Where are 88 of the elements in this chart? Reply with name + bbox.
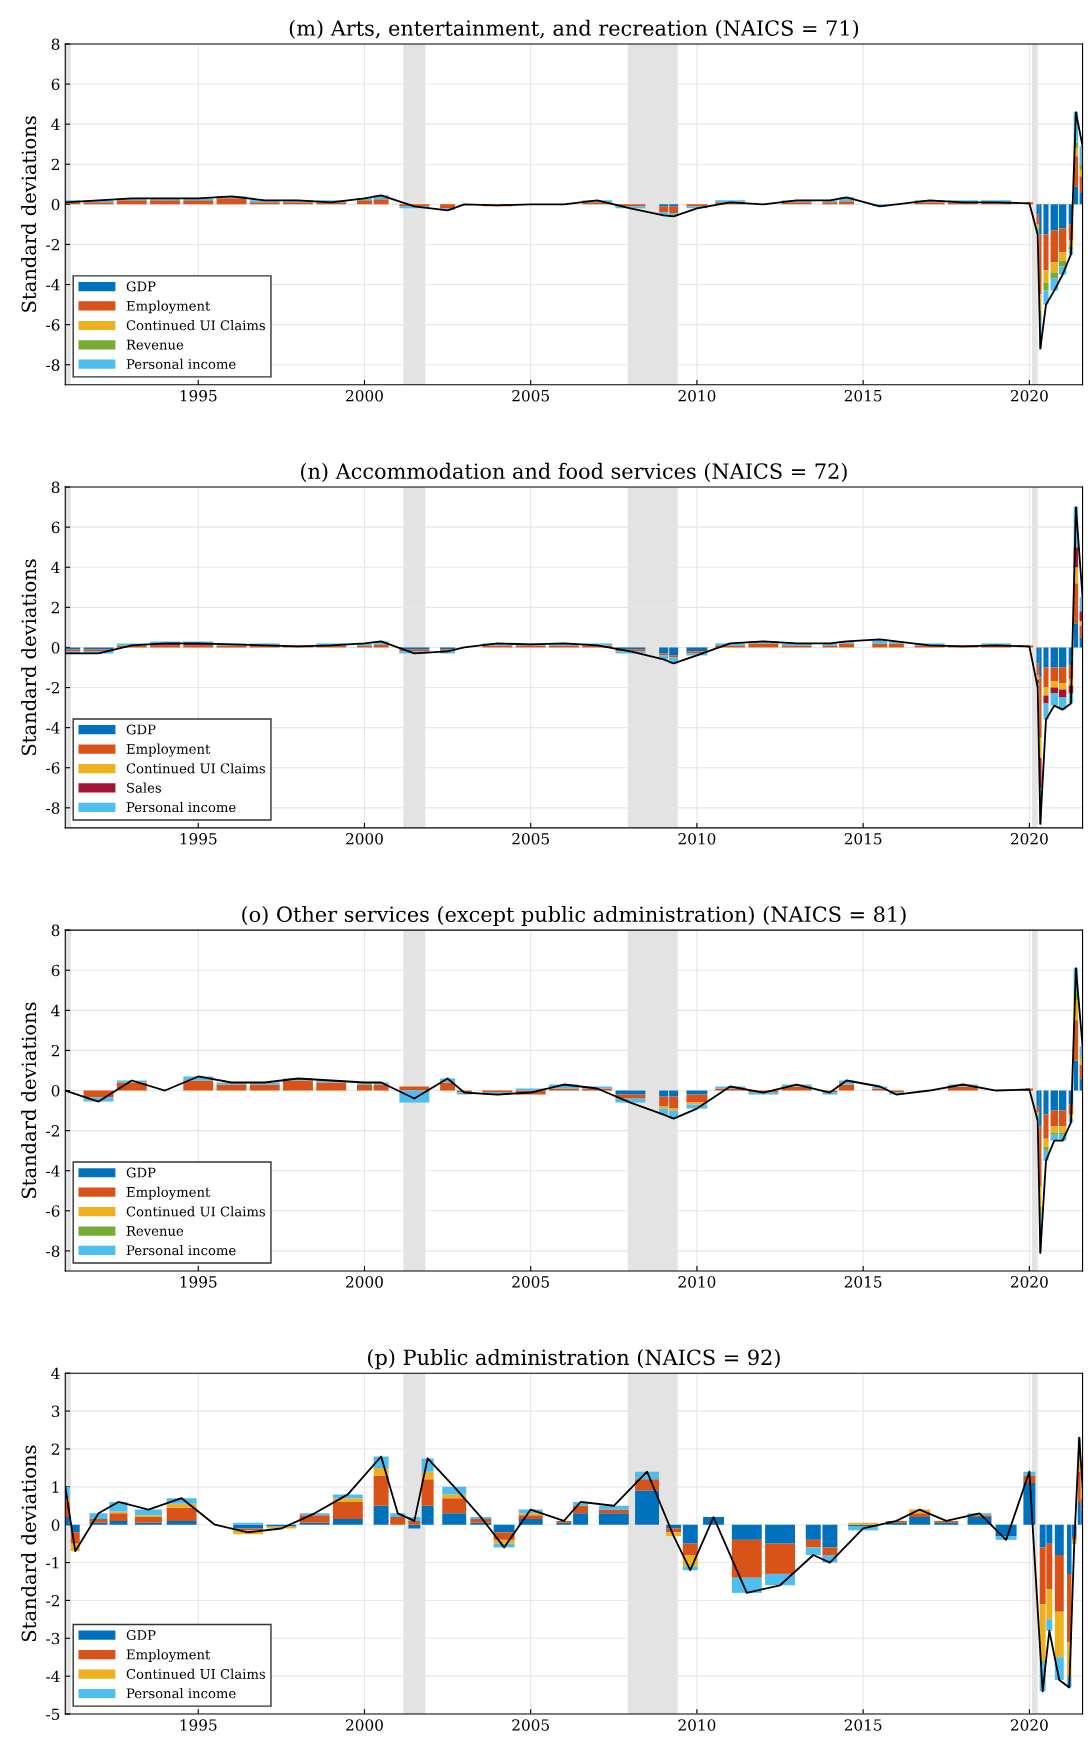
x-tick-label: 2005 — [512, 1276, 549, 1288]
legend-label: Personal income — [126, 801, 236, 813]
y-tick-label: -4 — [46, 1165, 60, 1177]
chart-title: (o) Other services (except public administration) (NAICS = 81) — [242, 905, 906, 927]
legend-label: Revenue — [126, 1226, 184, 1236]
y-tick-label: 8 — [51, 481, 60, 494]
y-tick-label: -2 — [46, 1594, 59, 1607]
x-tick-label: 2015 — [844, 833, 882, 845]
x-tick-label: 2010 — [678, 1719, 716, 1731]
y-tick-label: -4 — [46, 722, 60, 734]
y-tick-label: -1 — [46, 1557, 59, 1569]
x-tick-label: 2000 — [346, 833, 383, 845]
y-tick-label: 2 — [51, 1044, 59, 1057]
y-tick-label: 3 — [51, 1405, 60, 1418]
y-tick-label: -4 — [46, 279, 60, 291]
y-tick-label: 6 — [51, 964, 60, 977]
y-tick-label: -8 — [46, 1245, 60, 1257]
y-tick-label: 0 — [51, 1084, 60, 1097]
chart-title: (m) Arts, entertainment, and recreation (NAICS = 71) — [289, 19, 859, 39]
x-tick-label: 2010 — [678, 833, 716, 845]
legend-label: GDP — [126, 1630, 156, 1641]
legend-label: Continued UI Claims — [126, 1668, 266, 1679]
y-tick-label: -6 — [46, 319, 60, 331]
x-tick-label: 1995 — [180, 1719, 217, 1731]
y-tick-label: 2 — [51, 1443, 59, 1455]
x-tick-label: 1995 — [180, 833, 217, 845]
chart-title: (n) Accommodation and food services (NAICS = 72) — [301, 462, 847, 482]
y-tick-label: -8 — [46, 802, 60, 814]
legend-label: GDP — [126, 724, 156, 735]
x-tick-label: 2020 — [1010, 1719, 1048, 1731]
x-tick-label: 2010 — [678, 1276, 716, 1288]
legend-label: Sales — [127, 782, 161, 793]
x-tick-label: 2000 — [346, 389, 383, 402]
x-tick-label: 2015 — [844, 389, 882, 402]
legend-label: Personal income — [126, 1688, 236, 1699]
y-tick-label: 0 — [51, 641, 60, 654]
x-tick-label: 2020 — [1010, 1276, 1048, 1288]
y-tick-label: 4 — [51, 561, 60, 574]
legend-label: Personal income — [126, 358, 236, 370]
legend-label: Revenue — [126, 339, 184, 350]
y-tick-label: 6 — [51, 78, 60, 91]
x-tick-label: 2020 — [1010, 833, 1048, 845]
y-tick-label: 0 — [51, 198, 60, 211]
y-tick-label: 8 — [51, 924, 60, 937]
y-tick-label: 4 — [51, 1004, 60, 1017]
x-tick-label: 1995 — [180, 389, 217, 402]
y-tick-label: 8 — [51, 38, 60, 50]
x-tick-label: 2005 — [512, 389, 549, 402]
legend-label: Personal income — [126, 1245, 236, 1256]
x-tick-label: 2010 — [678, 389, 716, 402]
y-tick-label: -6 — [46, 762, 60, 774]
y-tick-label: 2 — [51, 601, 59, 614]
x-tick-label: 1995 — [180, 1276, 217, 1288]
y-tick-label: 4 — [51, 118, 60, 130]
y-tick-label: -2 — [46, 1125, 59, 1137]
y-axis-title: Standard deviations — [21, 559, 37, 755]
y-tick-label: -5 — [46, 1708, 60, 1721]
y-axis-title: Standard deviations — [21, 116, 37, 312]
x-tick-label: 2020 — [1010, 389, 1048, 402]
y-tick-label: -2 — [46, 682, 59, 694]
y-axis-title: Standard deviations — [21, 1445, 37, 1642]
y-tick-label: -8 — [46, 359, 60, 371]
legend-label: Employment — [126, 1649, 211, 1663]
legend-label: Continued UI Claims — [126, 1206, 266, 1217]
x-tick-label: 2000 — [346, 1276, 383, 1288]
y-tick-label: -3 — [46, 1632, 60, 1645]
y-tick-label: -6 — [46, 1205, 60, 1217]
legend-label: Continued UI Claims — [126, 320, 266, 331]
legend-label: Employment — [126, 300, 211, 314]
legend-label: Employment — [126, 743, 211, 757]
x-tick-label: 2005 — [512, 833, 549, 845]
y-tick-label: 2 — [51, 158, 59, 171]
y-axis-title: Standard deviations — [21, 1002, 37, 1199]
y-tick-label: 1 — [52, 1481, 59, 1493]
x-tick-label: 2000 — [346, 1719, 383, 1731]
x-tick-label: 2015 — [844, 1276, 882, 1288]
x-tick-label: 2005 — [512, 1719, 549, 1731]
y-tick-label: 4 — [51, 1367, 60, 1380]
legend-label: Continued UI Claims — [126, 763, 266, 774]
y-tick-label: 0 — [51, 1519, 60, 1531]
y-tick-label: -2 — [46, 238, 59, 251]
legend-label: Employment — [126, 1186, 211, 1200]
x-tick-label: 2015 — [844, 1719, 882, 1731]
y-tick-label: -4 — [46, 1670, 60, 1682]
legend-label: GDP — [126, 281, 156, 292]
legend-label: GDP — [126, 1167, 156, 1178]
chart-title: (p) Public administration (NAICS = 92) — [368, 1349, 780, 1370]
y-tick-label: 6 — [51, 521, 60, 534]
